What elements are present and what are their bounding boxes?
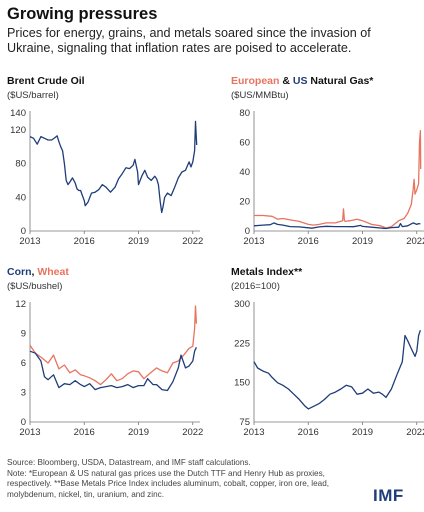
y-tick-label: 60 xyxy=(239,138,250,149)
footnote: Note: *European & US natural gas prices … xyxy=(7,468,330,499)
x-tick-label: 2022 xyxy=(182,427,203,438)
chart-title-metals: Metals Index** xyxy=(231,266,302,278)
chart-oil: 0 40 80 120 140 2013 2016 2019 2022 xyxy=(10,108,203,247)
x-tick-label: 2013 xyxy=(19,236,40,247)
chart-unit-gas: ($US/MMBtu) xyxy=(231,90,289,101)
y-tick-label: 120 xyxy=(10,125,26,136)
y-tick-label: 12 xyxy=(15,299,26,310)
chart-title-part: US xyxy=(292,75,308,87)
page-title: Growing pressures xyxy=(7,5,158,23)
x-tick-label: 2013 xyxy=(19,427,40,438)
imf-logo: IMF xyxy=(373,486,404,505)
x-tick-label: 2016 xyxy=(74,427,95,438)
chart-panel-grains: Corn, Wheat ($US/bushel) 0 3 6 9 12 2013 2016 2… xyxy=(6,266,206,446)
chart-grains: 0 3 6 9 12 2013 2016 2019 2022 xyxy=(15,299,203,438)
series-line-metals xyxy=(253,329,422,410)
series-line-us xyxy=(253,222,421,230)
y-tick-label: 140 xyxy=(10,108,26,119)
y-tick-label: 80 xyxy=(15,159,26,170)
x-tick-label: 2019 xyxy=(352,236,373,247)
series-line-oil xyxy=(29,120,198,214)
y-tick-label: 80 xyxy=(239,108,250,119)
chart-title-oil: Brent Crude Oil xyxy=(7,75,85,87)
y-tick-label: 3 xyxy=(21,388,26,399)
y-tick-label: 300 xyxy=(234,299,250,310)
y-tick-label: 0 xyxy=(245,226,250,237)
chart-title-part: European xyxy=(231,75,280,87)
y-tick-label: 225 xyxy=(234,338,250,349)
x-tick-label: 2019 xyxy=(128,236,149,247)
x-tick-label: 2019 xyxy=(352,427,373,438)
x-tick-label: 2013 xyxy=(243,427,264,438)
y-tick-label: 0 xyxy=(21,226,26,237)
x-tick-label: 2022 xyxy=(182,236,203,247)
x-tick-label: 2016 xyxy=(298,236,319,247)
y-tick-label: 6 xyxy=(21,358,26,369)
x-tick-label: 2016 xyxy=(74,236,95,247)
chart-title-part: & xyxy=(279,75,293,87)
y-tick-label: 9 xyxy=(21,329,26,340)
chart-title-grains: Corn, Wheat xyxy=(7,266,69,278)
chart-title-part: Brent Crude Oil xyxy=(7,75,85,87)
chart-title-part: Metals Index** xyxy=(231,266,303,278)
x-tick-label: 2019 xyxy=(128,427,149,438)
source-note: Source: Bloomberg, USDA, Datastream, and… xyxy=(7,458,251,467)
x-tick-label: 2022 xyxy=(406,427,424,438)
series-line-wheat xyxy=(29,305,198,386)
series-line-corn xyxy=(29,347,197,392)
chart-title-part: , xyxy=(31,266,38,278)
chart-title-part: Corn xyxy=(7,266,32,278)
y-tick-label: 0 xyxy=(21,417,26,428)
page-subtitle: Prices for energy, grains, and metals so… xyxy=(7,26,371,55)
chart-title-part: Natural Gas* xyxy=(307,75,374,87)
chart-panel-oil: Brent Crude Oil ($US/barrel) 0 40 80 120 140… xyxy=(6,75,206,255)
chart-gas: 0 20 40 60 80 2013 2016 2019 2022 xyxy=(239,108,424,247)
chart-unit-grains: ($US/bushel) xyxy=(7,281,63,292)
chart-panel-gas: European & US Natural Gas* ($US/MMBtu) 0… xyxy=(230,75,424,255)
y-tick-label: 20 xyxy=(239,197,250,208)
x-tick-label: 2022 xyxy=(406,236,424,247)
chart-title-gas: European & US Natural Gas* xyxy=(231,75,373,87)
y-tick-label: 40 xyxy=(15,192,26,203)
y-tick-label: 75 xyxy=(239,417,250,428)
chart-title-part: Wheat xyxy=(37,266,69,278)
chart-panel-metals: Metals Index** (2016=100) 75 150 225 300 201… xyxy=(230,266,424,446)
chart-unit-metals: (2016=100) xyxy=(231,281,280,292)
y-tick-label: 150 xyxy=(234,378,250,389)
chart-metals: 75 150 225 300 2013 2016 2019 2022 xyxy=(234,299,424,438)
y-tick-label: 40 xyxy=(239,167,250,178)
x-tick-label: 2016 xyxy=(298,427,319,438)
chart-unit-oil: ($US/barrel) xyxy=(7,90,59,101)
series-line-european xyxy=(254,130,422,229)
x-tick-label: 2013 xyxy=(243,236,264,247)
footer-notes: Source: Bloomberg, USDA, Datastream, and… xyxy=(7,458,367,500)
